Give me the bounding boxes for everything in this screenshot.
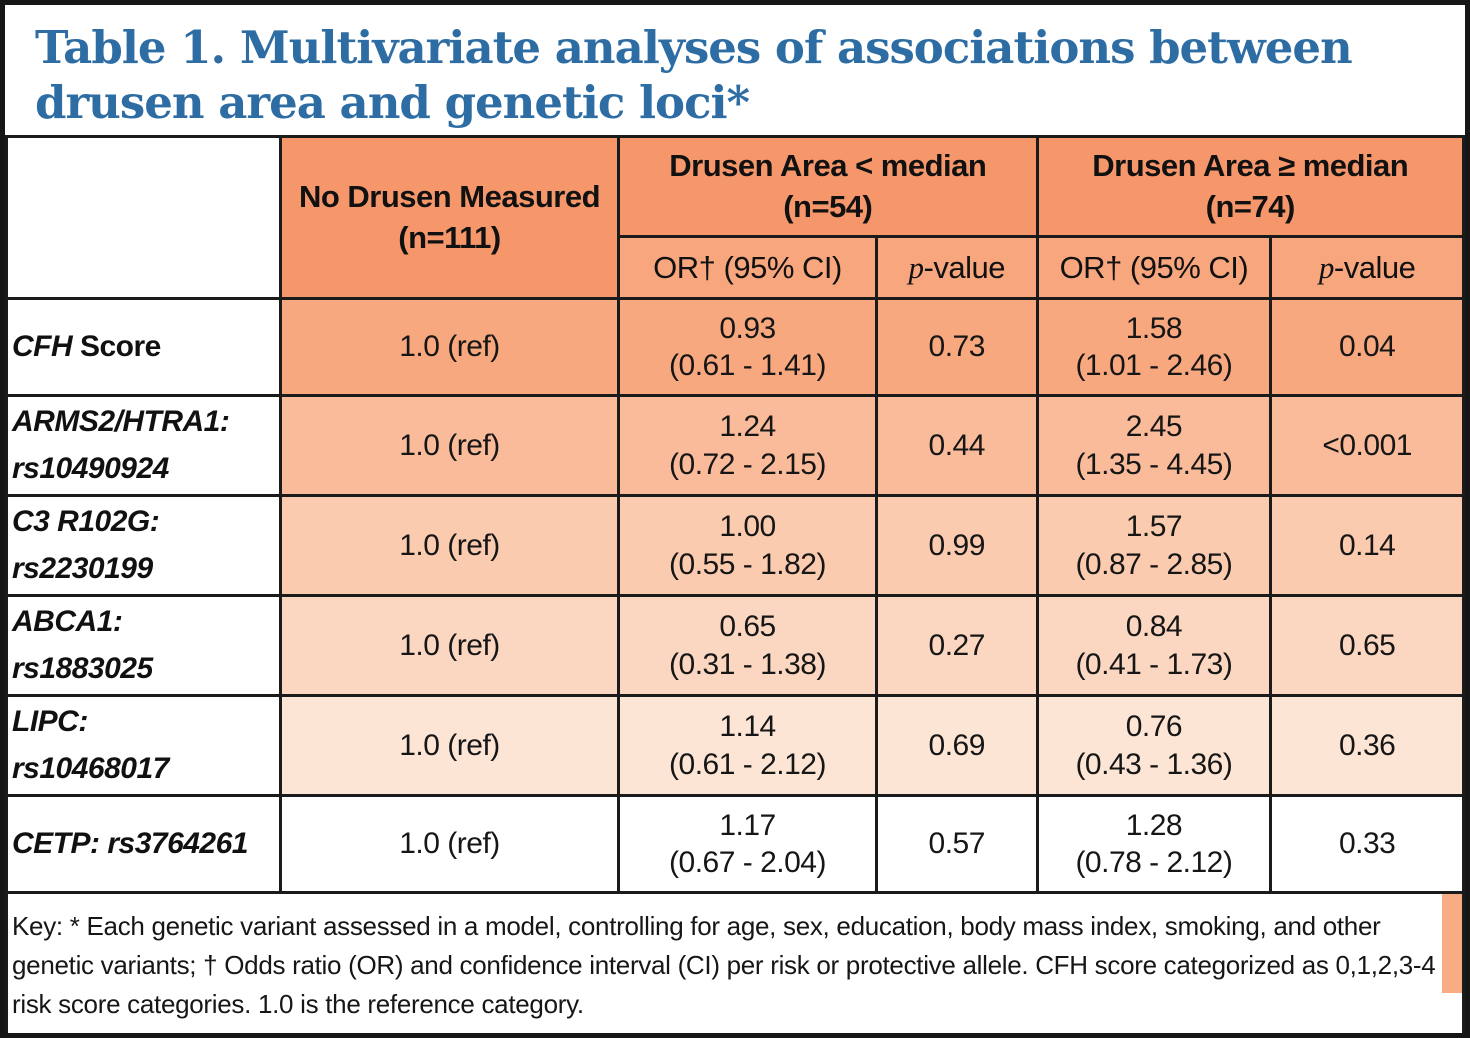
table-title-line2: drusen area and genetic loci* [35,75,750,129]
cell-ref: 1.0 (ref) [278,694,621,797]
cell-or-ci-ge: 1.28 (0.78 - 2.12) [1035,794,1273,894]
cell-or-ci-ge: 0.84 (0.41 - 1.73) [1035,594,1273,697]
table-key-cell: Key: * Each genetic variant assessed in … [5,891,1465,1033]
cell-or-ci-lt: 1.00 (0.55 - 1.82) [617,494,878,597]
cell-or-ci-lt: 0.65 (0.31 - 1.38) [617,594,878,697]
table-title: Table 1. Multivariate analyses of associ… [5,5,1465,135]
col-header-or-ci-ge: OR† (95% CI) [1035,235,1273,300]
cell-pvalue-lt: 0.57 [874,794,1039,894]
row-label-lipc: LIPC: rs10468017 [5,694,282,797]
cell-or-ci-ge: 1.58 (1.01 - 2.46) [1035,297,1273,397]
cell-ref: 1.0 (ref) [278,297,621,397]
cell-pvalue-ge: <0.001 [1269,394,1465,497]
col-header-lt-median: Drusen Area < median (n=54) [617,135,1039,238]
col-header-or-ci-lt: OR† (95% CI) [617,235,878,300]
col-header-lt-median-n: (n=54) [783,188,873,224]
col-header-lt-median-label: Drusen Area < median [669,148,987,184]
table-row-abca1: ABCA1: rs1883025 1.0 (ref) 0.65 (0.31 - 1.… [5,594,1465,697]
cell-pvalue-lt: 0.44 [874,394,1039,497]
cell-pvalue-lt: 0.73 [874,297,1039,397]
cell-or-ci-lt: 0.93 (0.61 - 1.41) [617,297,878,397]
cell-pvalue-ge: 0.04 [1269,297,1465,397]
header-row-groups: No Drusen Measured (n=111) Drusen Area <… [5,135,1465,300]
row-label-cetp: CETP: rs3764261 [5,794,282,894]
corner-empty-cell [5,135,282,300]
cell-pvalue-ge: 0.14 [1269,494,1465,597]
cell-or-ci-ge: 2.45 (1.35 - 4.45) [1035,394,1273,497]
table-row-lipc: LIPC: rs10468017 1.0 (ref) 1.14 (0.61 - 2.… [5,694,1465,797]
row-label-arms2: ARMS2/HTRA1: rs10490924 [5,394,282,497]
col-header-pvalue-lt: p-value [874,235,1039,300]
p-suffix: -value [923,249,1006,285]
p-italic: p [1318,249,1335,285]
cell-or-ci-lt: 1.17 (0.67 - 2.04) [617,794,878,894]
cell-pvalue-lt: 0.27 [874,594,1039,697]
col-header-pvalue-ge: p-value [1269,235,1465,300]
cell-pvalue-lt: 0.99 [874,494,1039,597]
cell-pvalue-ge: 0.33 [1269,794,1465,894]
row-label-cfh: CFH Score [5,297,282,397]
row-label-c3: C3 R102G: rs2230199 [5,494,282,597]
cell-ref: 1.0 (ref) [278,494,621,597]
results-table: No Drusen Measured (n=111) Drusen Area <… [5,135,1465,1033]
table-row-cetp: CETP: rs3764261 1.0 (ref) 1.17 (0.67 - 2.… [5,794,1465,894]
col-header-ge-median-n: (n=74) [1205,188,1296,224]
cell-or-ci-lt: 1.14 (0.61 - 2.12) [617,694,878,797]
header-row-stats: OR† (95% CI) p-value OR† (95% CI) p-valu… [7,235,1465,300]
cell-ref: 1.0 (ref) [278,594,621,697]
table-row-cfh: CFH Score 1.0 (ref) 0.93 (0.61 - 1.41) 0.… [5,297,1465,397]
col-header-no-drusen-n: (n=111) [398,219,501,255]
row-label-abca1: ABCA1: rs1883025 [5,594,282,697]
col-header-ge-median-label: Drusen Area ≥ median [1092,148,1409,184]
p-suffix: -value [1333,249,1416,285]
cell-ref: 1.0 (ref) [278,394,621,497]
table-title-line1: Table 1. Multivariate analyses of associ… [35,21,1353,74]
col-header-no-drusen-label: No Drusen Measured [298,179,601,215]
accent-strip [1442,894,1462,993]
cell-or-ci-lt: 1.24 (0.72 - 2.15) [617,394,878,497]
cell-pvalue-ge: 0.65 [1269,594,1465,697]
footer-row: Key: * Each genetic variant assessed in … [5,891,1465,1033]
cell-pvalue-lt: 0.69 [874,694,1039,797]
cell-or-ci-ge: 0.76 (0.43 - 1.36) [1035,694,1273,797]
table-row-c3: C3 R102G: rs2230199 1.0 (ref) 1.00 (0.55 -… [5,494,1465,597]
col-header-ge-median: Drusen Area ≥ median (n=74) [1035,135,1465,238]
cell-ref: 1.0 (ref) [278,794,621,894]
table-row-arms2: ARMS2/HTRA1: rs10490924 1.0 (ref) 1.24 (0.… [5,394,1465,497]
cell-pvalue-ge: 0.36 [1269,694,1465,797]
table-key-text: Key: * Each genetic variant assessed in … [12,911,1436,1019]
p-italic: p [908,249,925,285]
col-header-no-drusen: No Drusen Measured (n=111) [278,135,621,300]
cell-or-ci-ge: 1.57 (0.87 - 2.85) [1035,494,1273,597]
